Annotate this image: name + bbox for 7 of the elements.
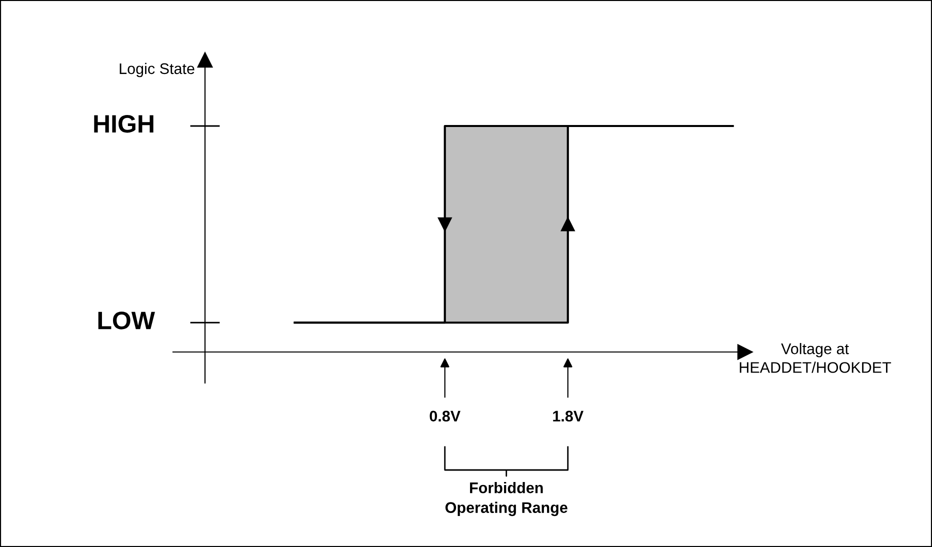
x-axis-title: Voltage at HEADDET/HOOKDET — [740, 343, 892, 373]
text: HIGH — [94, 115, 154, 133]
x-tick-label: 1.8V — [553, 410, 584, 422]
y-axis-title: Logic State — [120, 62, 194, 78]
x-tick-label: 0.8V — [430, 410, 460, 422]
text: LOW — [98, 312, 155, 330]
text: Forbidden Operating Range — [445, 482, 568, 516]
